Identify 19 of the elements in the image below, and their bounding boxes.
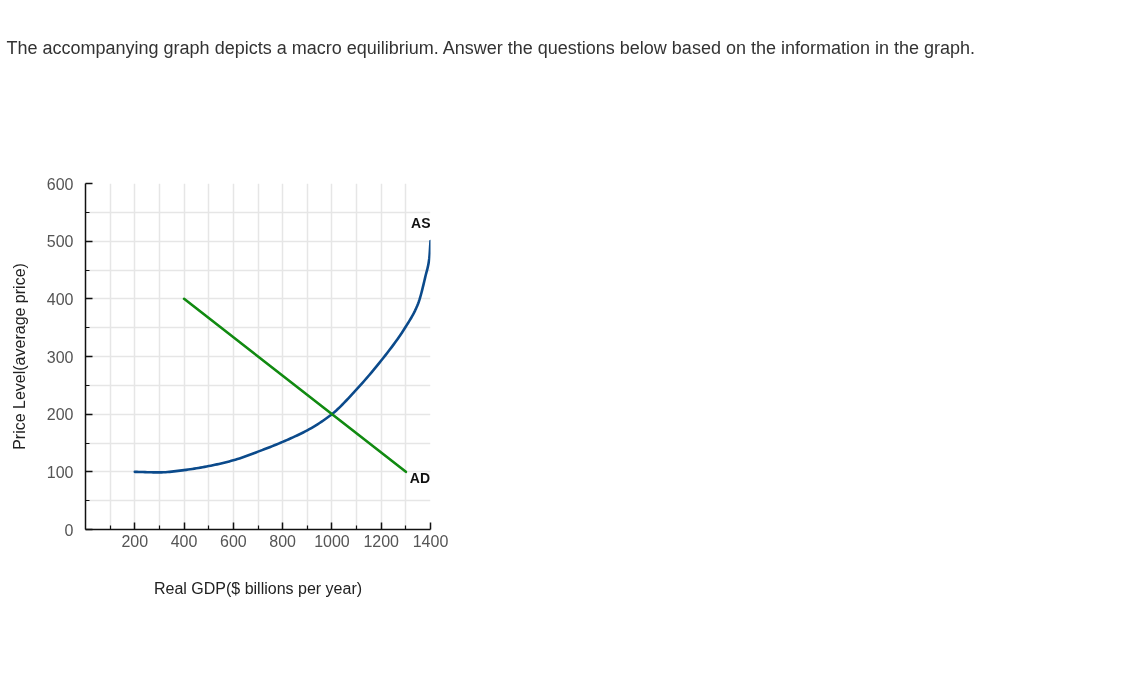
y-tick-label: 500 <box>46 233 74 251</box>
x-tick-label: 1400 <box>412 532 449 550</box>
x-tick-label: 600 <box>220 532 247 550</box>
x-tick-label: 1200 <box>363 532 400 550</box>
x-tick-label: 200 <box>121 532 149 550</box>
x-axis-title: Real GDP($ billions per year) <box>153 579 363 597</box>
y-tick-label: 400 <box>46 290 74 308</box>
x-tick-label: 400 <box>170 532 198 550</box>
x-tick-label: 1000 <box>314 532 350 550</box>
series-label: AS <box>411 215 431 232</box>
y-tick-label: 600 <box>46 175 74 193</box>
series-label: AD <box>409 469 431 486</box>
x-tick-label: 800 <box>269 532 297 550</box>
y-tick-label: 100 <box>46 463 74 481</box>
y-axis-title: Price Level(average price) <box>10 263 28 450</box>
text: The accompanying graph depicts a macro equilibrium. Answer the questions below based on the information in the graph. <box>6 37 976 58</box>
y-tick-label: 300 <box>46 348 74 366</box>
y-tick-label: 200 <box>46 406 74 424</box>
y-tick-label: 0 <box>64 521 74 539</box>
